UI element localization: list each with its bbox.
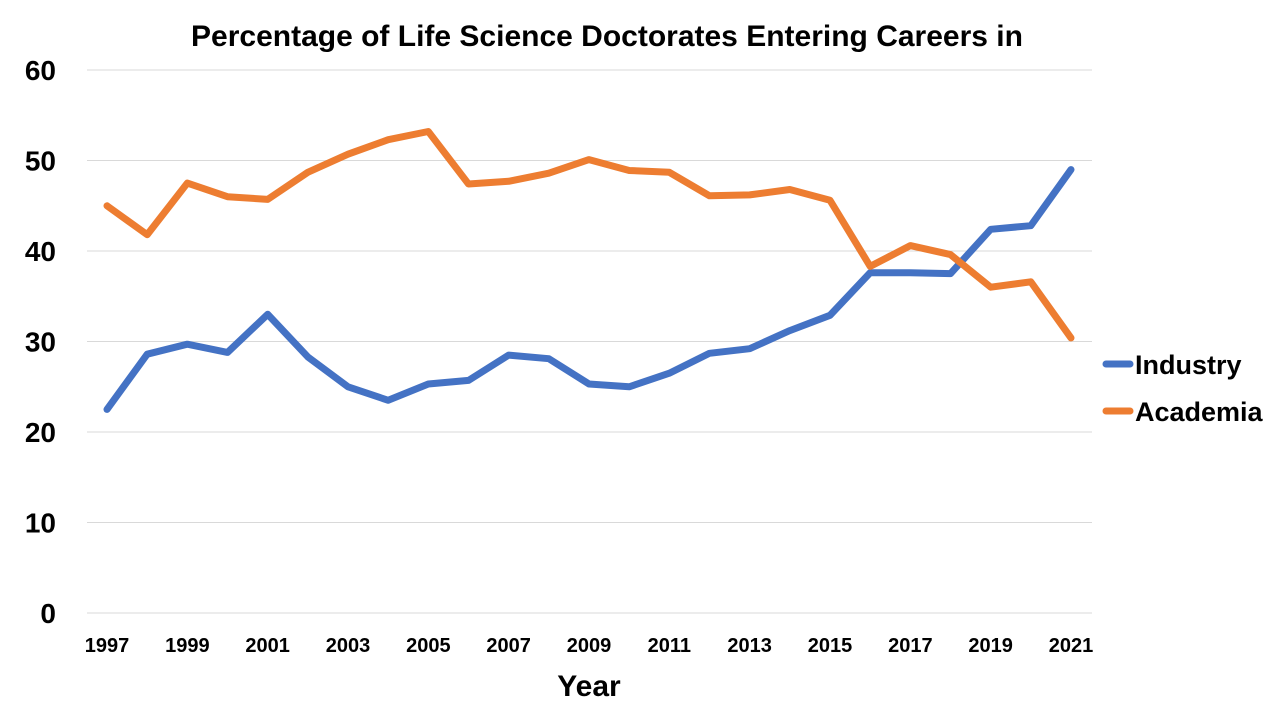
- y-tick-label: 10: [25, 508, 56, 539]
- data-point-academia: [186, 182, 188, 184]
- legend-label-industry: Industry: [1135, 350, 1242, 380]
- data-point-industry: [1030, 225, 1032, 227]
- data-point-academia: [668, 171, 670, 173]
- legend-label-academia: Academia: [1135, 397, 1264, 427]
- y-tick-label: 60: [25, 55, 56, 86]
- x-tick-label: 1999: [165, 635, 210, 657]
- y-tick-label: 50: [25, 146, 56, 177]
- data-point-industry: [588, 383, 590, 385]
- data-point-industry: [186, 343, 188, 345]
- data-point-academia: [628, 169, 630, 171]
- legend: Industry Academia: [1102, 350, 1264, 427]
- data-point-industry: [628, 386, 630, 388]
- data-point-industry: [668, 372, 670, 374]
- data-point-academia: [347, 153, 349, 155]
- x-tick-label: 2009: [567, 635, 612, 657]
- series-line-industry: [103, 166, 1075, 413]
- y-tick-label: 0: [40, 598, 56, 629]
- data-point-industry: [427, 383, 429, 385]
- data-point-academia: [106, 205, 108, 207]
- x-tick-label: 2019: [968, 635, 1013, 657]
- data-point-academia: [709, 195, 711, 197]
- data-point-academia: [909, 245, 911, 247]
- data-point-industry: [749, 348, 751, 350]
- data-point-academia: [548, 172, 550, 174]
- data-point-academia: [990, 286, 992, 288]
- x-tick-label: 2021: [1049, 635, 1094, 657]
- x-tick-label: 2011: [648, 635, 691, 657]
- data-point-academia: [789, 188, 791, 190]
- data-point-industry: [307, 356, 309, 358]
- data-point-academia: [950, 254, 952, 256]
- x-tick-label: 2007: [486, 635, 531, 657]
- data-point-industry: [227, 351, 229, 353]
- data-point-academia: [588, 159, 590, 161]
- data-point-industry: [347, 386, 349, 388]
- data-point-academia: [307, 171, 309, 173]
- y-tick-label: 20: [25, 417, 56, 448]
- data-point-academia: [227, 196, 229, 198]
- data-point-industry: [990, 228, 992, 230]
- data-point-industry: [508, 354, 510, 356]
- chart-title: Percentage of Life Science Doctorates En…: [191, 20, 1023, 53]
- data-point-industry: [267, 313, 269, 315]
- data-point-academia: [468, 183, 470, 185]
- data-point-industry: [709, 352, 711, 354]
- x-tick-label: 2015: [808, 635, 853, 657]
- x-tick-label: 2001: [245, 635, 290, 657]
- data-point-industry: [950, 273, 952, 275]
- series-line-academia: [103, 128, 1075, 342]
- data-point-industry: [909, 272, 911, 274]
- data-point-academia: [267, 198, 269, 200]
- data-point-academia: [508, 180, 510, 182]
- data-point-industry: [548, 358, 550, 360]
- data-point-industry: [106, 408, 108, 410]
- x-tick-label: 2003: [326, 635, 371, 657]
- x-tick-label: 2017: [888, 635, 933, 657]
- data-point-academia: [829, 199, 831, 201]
- data-point-academia: [387, 139, 389, 141]
- data-point-industry: [146, 353, 148, 355]
- data-point-academia: [1070, 337, 1072, 339]
- x-axis-label: Year: [557, 670, 621, 703]
- x-tick-label: 2005: [406, 635, 451, 657]
- y-tick-label: 40: [25, 236, 56, 267]
- data-point-industry: [468, 379, 470, 381]
- data-point-academia: [427, 131, 429, 133]
- x-tick-label: 1997: [85, 635, 130, 657]
- data-point-industry: [869, 272, 871, 274]
- data-point-industry: [829, 314, 831, 316]
- y-tick-label: 30: [25, 327, 56, 358]
- data-series: [103, 128, 1075, 413]
- x-axis-tick-labels: 1997 1999 2001 2003 2005 2007 2009 2011 2013 2015…: [85, 635, 1094, 657]
- data-point-academia: [1030, 281, 1032, 283]
- data-point-academia: [869, 265, 871, 267]
- x-tick-label: 2013: [727, 635, 772, 657]
- data-point-industry: [789, 330, 791, 332]
- data-point-industry: [1070, 169, 1072, 171]
- y-axis-tick-labels: 0 10 20 30 40 50 60: [25, 55, 56, 629]
- data-point-academia: [749, 194, 751, 196]
- data-point-academia: [146, 234, 148, 236]
- data-point-industry: [387, 399, 389, 401]
